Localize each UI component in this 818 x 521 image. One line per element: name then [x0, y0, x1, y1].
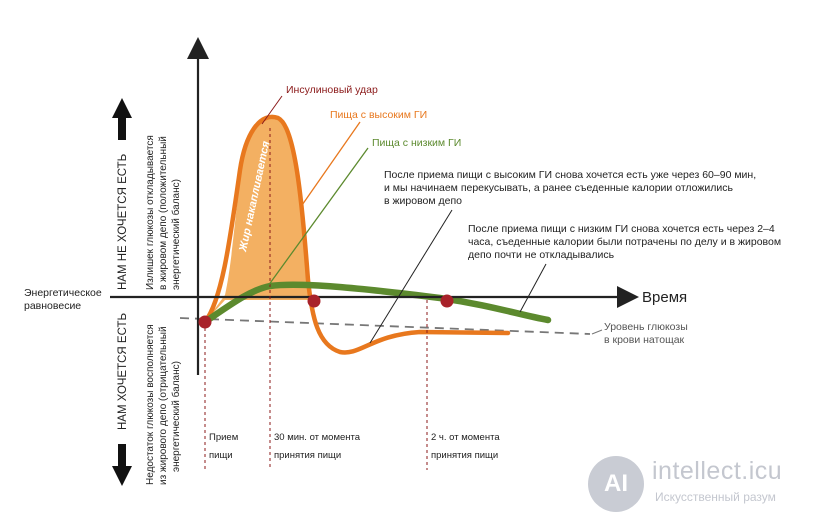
insulin-leader	[261, 95, 283, 125]
2h-mark-label-1: 2 ч. от момента	[431, 432, 500, 443]
30min-mark-label-2: принятия пищи	[274, 450, 341, 461]
low-gi-leader	[267, 147, 369, 287]
note-low-line-2: часа, съеденные калории были потрачены п…	[468, 236, 781, 248]
meal-mark-label-2: пищи	[209, 450, 233, 461]
deficit-line-2: из жирового депо (отрицательный	[158, 326, 169, 485]
up-arrow-icon	[112, 98, 132, 140]
high-gi-leader	[299, 121, 361, 209]
down-arrow-icon	[112, 444, 132, 486]
watermark-subtitle: Искусственный разум	[655, 490, 776, 504]
watermark-logo: AI	[588, 456, 644, 512]
note-high-line-3: в жировом депо	[384, 195, 462, 207]
low-gi-label: Пища с низким ГИ	[372, 137, 461, 149]
surplus-line-2: в жировом депо (положительный	[158, 136, 169, 290]
low-gi-curve	[201, 281, 552, 326]
not-hungry-label: НАМ НЕ ХОЧЕТСЯ ЕСТЬ	[117, 154, 129, 290]
high-gi-curve	[202, 114, 511, 355]
equilibrium-label-2: равновесие	[24, 300, 81, 312]
watermark-name: intellect.icu	[652, 457, 783, 485]
time-axis-label: Время	[642, 289, 687, 306]
2h-mark-label-2: принятия пищи	[431, 450, 498, 461]
meal-point	[198, 315, 212, 329]
hungry-label: НАМ ХОЧЕТСЯ ЕСТЬ	[117, 313, 129, 430]
fasting-label-1: Уровень глюкозы	[604, 321, 688, 333]
note-low-leader	[519, 263, 547, 313]
high-gi-label: Пища с высоким ГИ	[330, 109, 427, 121]
fat-accumulation-area	[205, 118, 310, 322]
low-gi-crossing-point	[440, 294, 454, 308]
note-high-line-2: и мы начинаем перекусывать, а ранее съед…	[384, 182, 733, 194]
fasting-glucose-line	[179, 317, 591, 335]
high-gi-crossing-point	[307, 294, 321, 308]
meal-mark-label-1: Прием	[209, 432, 238, 443]
surplus-line-3: энергетический баланс)	[170, 179, 182, 290]
30min-mark-label-1: 30 мин. от момента	[274, 432, 361, 443]
note-high-leader	[369, 209, 453, 344]
deficit-line-3: энергетический баланс)	[170, 361, 182, 472]
fasting-label-2: в крови натощак	[604, 334, 685, 346]
deficit-line-1: Недостаток глюкозы восполняется	[145, 324, 156, 485]
fasting-leader	[591, 329, 603, 335]
equilibrium-label-1: Энергетическое	[24, 287, 102, 299]
note-high-line-1: После приема пищи с высоким ГИ снова хоч…	[384, 169, 756, 181]
insulin-label: Инсулиновый удар	[286, 84, 378, 96]
note-low-line-3: депо почти не откладывались	[468, 249, 615, 261]
note-low-line-1: После приема пищи с низким ГИ снова хоче…	[468, 223, 775, 235]
surplus-line-1: Излишек глюкозы откладывается	[145, 135, 156, 290]
